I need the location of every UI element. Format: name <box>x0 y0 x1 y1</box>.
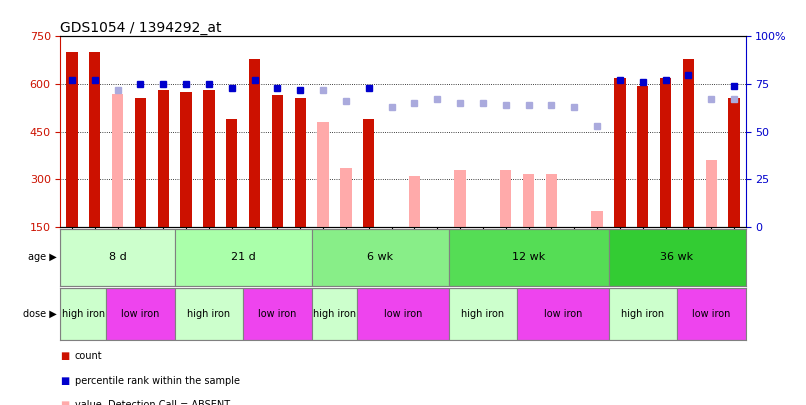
Bar <box>705 160 717 227</box>
Bar <box>637 85 649 227</box>
Bar <box>318 122 329 227</box>
Bar <box>249 59 260 227</box>
Text: low iron: low iron <box>544 309 582 319</box>
Bar <box>175 288 243 340</box>
Text: ■: ■ <box>60 376 69 386</box>
Bar <box>609 288 677 340</box>
Bar <box>203 90 214 227</box>
Text: 21 d: 21 d <box>231 252 256 262</box>
Bar <box>66 52 77 227</box>
Text: value, Detection Call = ABSENT: value, Detection Call = ABSENT <box>75 400 230 405</box>
Text: low iron: low iron <box>121 309 160 319</box>
Bar <box>340 168 351 227</box>
Bar <box>614 78 625 227</box>
Text: 36 wk: 36 wk <box>660 252 694 262</box>
Bar <box>157 90 169 227</box>
Text: ■: ■ <box>60 352 69 361</box>
Bar <box>449 229 609 286</box>
Bar <box>683 59 694 227</box>
Bar <box>592 211 603 227</box>
Bar <box>135 98 146 227</box>
Bar <box>363 119 375 227</box>
Text: low iron: low iron <box>258 309 297 319</box>
Text: low iron: low iron <box>384 309 422 319</box>
Text: dose ▶: dose ▶ <box>23 309 56 319</box>
Bar <box>60 229 175 286</box>
Text: high iron: high iron <box>621 309 664 319</box>
Bar <box>546 175 557 227</box>
Bar <box>449 288 517 340</box>
Text: GDS1054 / 1394292_at: GDS1054 / 1394292_at <box>60 21 222 35</box>
Bar <box>660 78 671 227</box>
Text: high iron: high iron <box>313 309 356 319</box>
Bar <box>294 98 306 227</box>
Bar <box>312 229 449 286</box>
Bar <box>112 94 123 227</box>
Bar <box>226 119 238 227</box>
Bar <box>243 288 312 340</box>
Bar <box>455 170 466 227</box>
Text: 12 wk: 12 wk <box>512 252 545 262</box>
Bar <box>677 288 746 340</box>
Bar <box>89 52 101 227</box>
Bar <box>409 176 420 227</box>
Bar <box>181 92 192 227</box>
Text: low iron: low iron <box>692 309 730 319</box>
Bar <box>312 288 357 340</box>
Text: ■: ■ <box>60 400 69 405</box>
Bar <box>609 229 746 286</box>
Bar <box>272 95 283 227</box>
Text: high iron: high iron <box>62 309 105 319</box>
Bar <box>517 288 609 340</box>
Bar <box>357 288 449 340</box>
Bar <box>175 229 312 286</box>
Text: count: count <box>75 352 102 361</box>
Text: age ▶: age ▶ <box>27 252 56 262</box>
Text: high iron: high iron <box>461 309 505 319</box>
Text: 6 wk: 6 wk <box>367 252 393 262</box>
Bar <box>500 170 512 227</box>
Bar <box>60 288 106 340</box>
Bar <box>729 98 740 227</box>
Bar <box>523 175 534 227</box>
Text: percentile rank within the sample: percentile rank within the sample <box>75 376 240 386</box>
Bar <box>106 288 175 340</box>
Text: 8 d: 8 d <box>109 252 127 262</box>
Text: high iron: high iron <box>187 309 231 319</box>
